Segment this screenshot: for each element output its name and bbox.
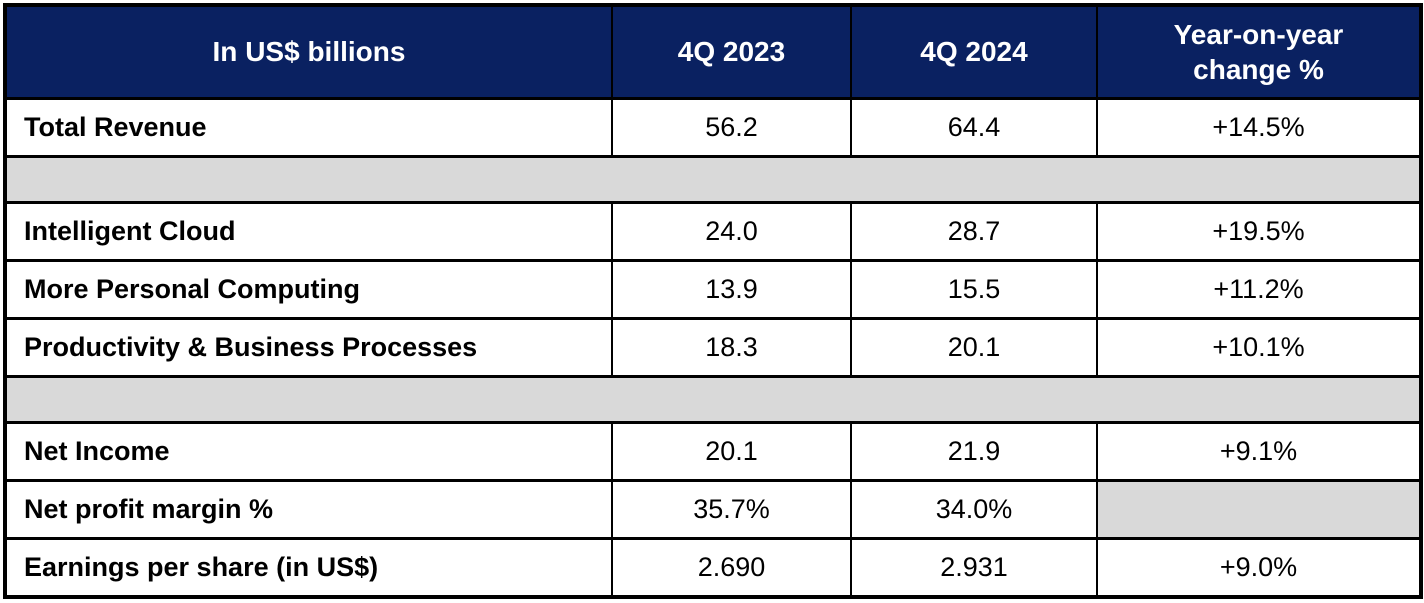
row-label: Total Revenue	[4, 96, 613, 158]
row-earnings-per-share: Earnings per share (in US$) 2.690 2.931 …	[4, 536, 1422, 599]
row-intelligent-cloud: Intelligent Cloud 24.0 28.7 +19.5%	[4, 200, 1422, 262]
header-yoy-line2: change %	[1193, 53, 1324, 85]
value-yoy-change: +10.1%	[1096, 316, 1422, 378]
value-q4-2023: 56.2	[611, 96, 852, 158]
header-yoy-line1: Year-on-year	[1173, 18, 1344, 50]
financial-results-table: In US$ billions 4Q 2023 4Q 2024 Year-on-…	[3, 3, 1423, 599]
value-q4-2024: 15.5	[850, 258, 1098, 320]
value-q4-2023: 18.3	[611, 316, 852, 378]
value-q4-2023: 13.9	[611, 258, 852, 320]
value-q4-2024: 28.7	[850, 200, 1098, 262]
separator-band	[4, 374, 1422, 424]
header-yoy-change: Year-on-year change %	[1096, 3, 1422, 100]
value-q4-2024: 64.4	[850, 96, 1098, 158]
financial-results-table-container: In US$ billions 4Q 2023 4Q 2024 Year-on-…	[3, 3, 1423, 601]
header-metric-label: In US$ billions	[4, 3, 613, 100]
separator-band	[4, 154, 1422, 204]
value-q4-2023: 24.0	[611, 200, 852, 262]
value-yoy-change: +19.5%	[1096, 200, 1422, 262]
empty-gray-cell	[1096, 478, 1422, 540]
row-label: Net profit margin %	[4, 478, 613, 540]
value-q4-2024: 2.931	[850, 536, 1098, 599]
value-yoy-change: +9.1%	[1096, 420, 1422, 482]
row-productivity-business-processes: Productivity & Business Processes 18.3 2…	[4, 316, 1422, 378]
row-net-income: Net Income 20.1 21.9 +9.1%	[4, 420, 1422, 482]
value-yoy-change: +14.5%	[1096, 96, 1422, 158]
value-q4-2024: 20.1	[850, 316, 1098, 378]
value-yoy-change: +11.2%	[1096, 258, 1422, 320]
separator-row	[4, 154, 1422, 204]
row-label: Productivity & Business Processes	[4, 316, 613, 378]
row-label: More Personal Computing	[4, 258, 613, 320]
row-net-profit-margin: Net profit margin % 35.7% 34.0%	[4, 478, 1422, 540]
value-yoy-change: +9.0%	[1096, 536, 1422, 599]
header-q4-2023: 4Q 2023	[611, 3, 852, 100]
separator-row	[4, 374, 1422, 424]
header-row: In US$ billions 4Q 2023 4Q 2024 Year-on-…	[4, 3, 1422, 100]
row-total-revenue: Total Revenue 56.2 64.4 +14.5%	[4, 96, 1422, 158]
header-q4-2024: 4Q 2024	[850, 3, 1098, 100]
row-label: Net Income	[4, 420, 613, 482]
value-q4-2023: 2.690	[611, 536, 852, 599]
row-label: Earnings per share (in US$)	[4, 536, 613, 599]
row-label: Intelligent Cloud	[4, 200, 613, 262]
value-q4-2023: 20.1	[611, 420, 852, 482]
value-q4-2023: 35.7%	[611, 478, 852, 540]
value-q4-2024: 21.9	[850, 420, 1098, 482]
row-more-personal-computing: More Personal Computing 13.9 15.5 +11.2%	[4, 258, 1422, 320]
value-q4-2024: 34.0%	[850, 478, 1098, 540]
